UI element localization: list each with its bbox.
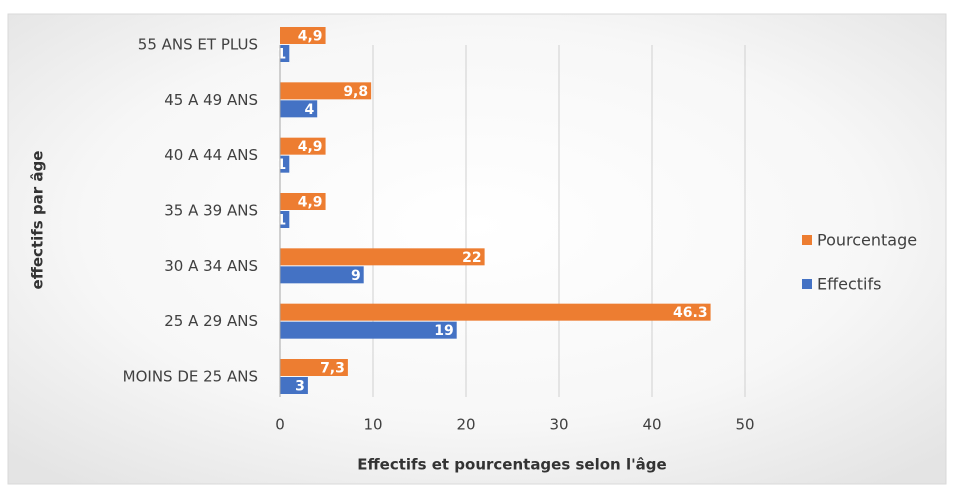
y-tick-label: 40 A 44 ANS — [164, 146, 258, 164]
bar — [280, 137, 326, 155]
bar — [280, 248, 485, 266]
data-label: 7,3 — [320, 361, 345, 377]
y-tick-label: 45 A 49 ANS — [164, 91, 258, 109]
data-label: 9 — [351, 268, 361, 284]
data-label: 1 — [277, 157, 287, 173]
bar — [280, 211, 290, 228]
bar — [280, 377, 308, 394]
data-label: 4,9 — [298, 139, 323, 155]
y-tick-label: 25 A 29 ANS — [164, 312, 258, 330]
data-label: 3 — [295, 379, 305, 395]
x-tick-label: 0 — [275, 416, 285, 434]
data-label: 9,8 — [343, 84, 368, 100]
bar — [280, 27, 326, 44]
legend-swatch — [802, 279, 812, 289]
data-label: 46.3 — [673, 305, 708, 321]
legend-label: Effectifs — [817, 275, 881, 294]
bar — [280, 45, 290, 62]
y-tick-label: MOINS DE 25 ANS — [123, 368, 258, 386]
data-label: 4 — [304, 102, 314, 118]
y-tick-label: 35 A 39 ANS — [164, 202, 258, 220]
data-label: 4,9 — [298, 29, 323, 45]
x-tick-label: 10 — [363, 416, 382, 434]
bar — [280, 303, 711, 321]
y-tick-label: 30 A 34 ANS — [164, 257, 258, 275]
bar — [280, 193, 326, 210]
x-axis-title: Effectifs et pourcentages selon l'âge — [357, 456, 666, 474]
data-label: 22 — [462, 250, 481, 266]
legend-swatch — [802, 235, 812, 245]
legend-label: Pourcentage — [817, 231, 917, 250]
x-tick-label: 20 — [456, 416, 475, 434]
x-tick-label: 40 — [642, 416, 661, 434]
y-tick-label: 55 ANS ET PLUS — [138, 36, 258, 54]
bar — [280, 266, 364, 284]
bar — [280, 82, 372, 100]
data-label: 4,9 — [298, 195, 323, 211]
y-axis-title: effectifs par âge — [29, 151, 47, 290]
x-tick-label: 30 — [549, 416, 568, 434]
data-label: 19 — [434, 323, 453, 339]
bar — [280, 359, 348, 376]
data-label: 1 — [277, 47, 287, 63]
x-tick-label: 50 — [735, 416, 754, 434]
data-label: 1 — [277, 213, 287, 229]
bar — [280, 155, 290, 173]
bar — [280, 100, 318, 118]
bar — [280, 321, 457, 339]
